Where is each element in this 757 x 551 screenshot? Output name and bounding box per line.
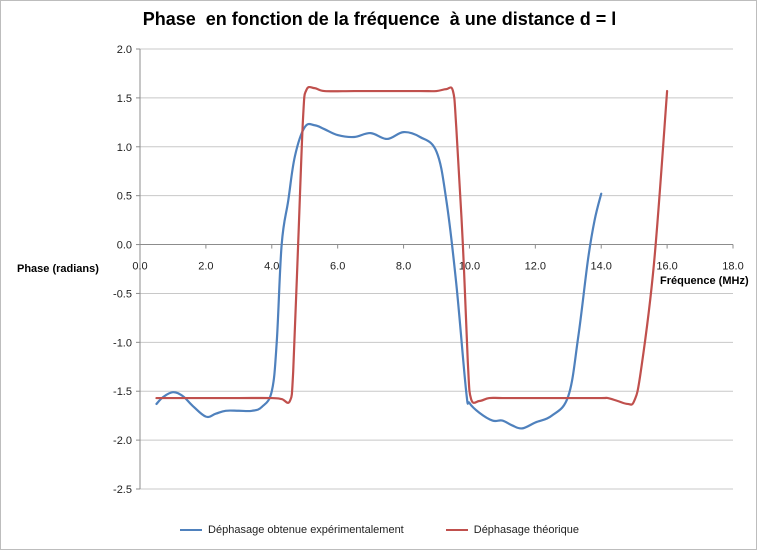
x-axis-label: Fréquence (MHz) (660, 275, 749, 287)
legend-item-experimental: Déphasage obtenue expérimentalement (180, 524, 404, 536)
legend-item-theoretical: Déphasage théorique (445, 524, 579, 536)
legend-swatch-experimental (180, 529, 203, 531)
legend-label-theoretical: Déphasage théorique (473, 524, 579, 536)
x-tick-label: 12.0 (525, 261, 546, 273)
y-tick-label: 1.5 (117, 93, 132, 105)
x-tick-label: 18.0 (722, 261, 743, 273)
legend: Déphasage obtenue expérimentalement Déph… (1, 524, 757, 536)
x-tick-label: 16.0 (656, 261, 677, 273)
x-tick-label: 10.0 (459, 261, 480, 273)
y-tick-label: 1.0 (117, 142, 132, 154)
axes (136, 48, 734, 490)
grid-lines (140, 48, 733, 490)
tick-labels: 2.0 1.5 1.0 0.5 0.0 -0.5 -1.0 -1.5 -2.0 -2.5 0.0 2.… (113, 44, 744, 496)
chart-title: Phase en fonction de la fréquence à une … (142, 9, 617, 29)
y-tick-label: -2.0 (113, 435, 132, 447)
y-tick-label: 0.0 (117, 240, 132, 252)
series-lines (155, 85, 669, 430)
x-tick-label: 8.0 (396, 261, 411, 273)
y-tick-label: -1.5 (113, 386, 132, 398)
series-line-theoretical (155, 85, 669, 406)
x-tick-label: 2.0 (198, 261, 213, 273)
legend-swatch-theoretical (445, 529, 468, 531)
y-tick-label: 2.0 (117, 44, 132, 56)
y-tick-label: 0.5 (117, 191, 132, 203)
x-tick-label: 4.0 (264, 261, 279, 273)
x-tick-label: 14.0 (591, 261, 612, 273)
x-tick-label: 6.0 (330, 261, 345, 273)
series-line-experimental (155, 122, 603, 430)
y-tick-label: -2.5 (113, 484, 132, 496)
y-tick-label: -1.0 (113, 337, 132, 349)
y-tick-label: -0.5 (113, 288, 132, 300)
x-tick-label: 0.0 (132, 261, 147, 273)
legend-label-experimental: Déphasage obtenue expérimentalement (208, 524, 404, 536)
y-axis-label: Phase (radians) (17, 263, 99, 275)
